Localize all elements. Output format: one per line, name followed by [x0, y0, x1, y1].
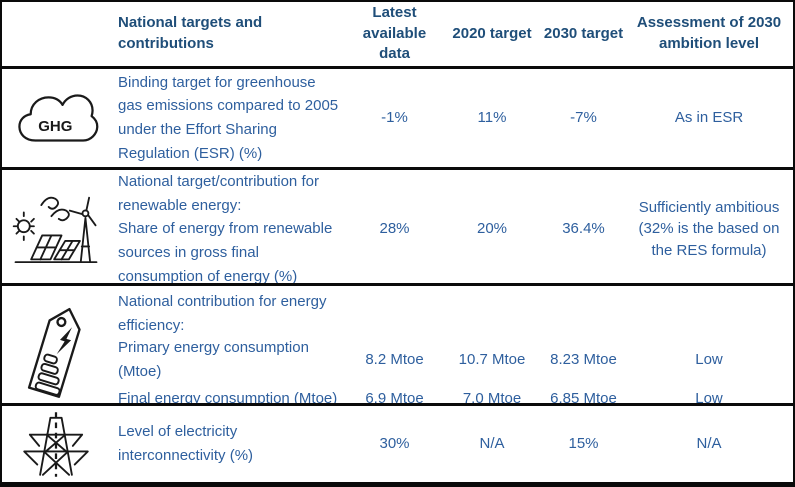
- renewable-energy-icon: [2, 170, 110, 288]
- latest-data-value: 8.2 Mtoe: [365, 350, 424, 368]
- target-2020-value: 11%: [477, 109, 507, 127]
- assessment-value: Low: [695, 350, 723, 368]
- assessment-value: As in ESR: [674, 109, 744, 127]
- header-2020-target: 2020 target: [452, 24, 532, 42]
- target-2030-value: 15%: [568, 435, 599, 453]
- svg-text:GHG: GHG: [38, 118, 72, 135]
- energy-efficiency-tag-icon: [2, 286, 110, 419]
- latest-data-value: -1%: [381, 109, 408, 127]
- sub-row-description: Primary energy consumption (Mtoe): [118, 339, 309, 380]
- row-description: National target/contribution for renewab…: [110, 170, 347, 288]
- header-latest-data: Latest available data: [362, 3, 427, 63]
- latest-data-value: 6.9 Mtoe: [365, 389, 424, 407]
- target-2030-value: 36.4%: [562, 220, 605, 238]
- assessment-value: N/A: [696, 435, 722, 453]
- target-2020-value: N/A: [479, 435, 505, 453]
- row-energy-efficiency: National contribution for energy efficie…: [2, 283, 793, 407]
- row-description: Level of electricity interconnectivity (…: [118, 423, 254, 464]
- row-electricity-interconnectivity: Level of electricity interconnectivity (…: [2, 403, 793, 482]
- row-renewable-energy: National target/contribution for renewab…: [2, 167, 793, 285]
- header-national-targets: National targets and contributions: [118, 14, 263, 52]
- target-2030-value: 6.85 Mtoe: [550, 389, 617, 407]
- latest-data-value: 28%: [379, 220, 410, 238]
- table-header-row: National targets and contributions Lates…: [2, 2, 793, 66]
- energy-efficiency-content: National contribution for energy efficie…: [110, 286, 793, 419]
- header-assessment: Assessment of 2030 ambition level: [636, 14, 782, 52]
- electricity-pylon-icon: [2, 406, 110, 482]
- row-title: National contribution for energy efficie…: [118, 293, 327, 334]
- target-2020-value: 20%: [476, 220, 508, 238]
- target-2030-value: -7%: [570, 109, 597, 127]
- assessment-value: Sufficiently ambitious (32% is the based…: [638, 198, 780, 260]
- description-line-1: National target/contribution for renewab…: [118, 173, 319, 214]
- row-description: Binding target for greenhouse gas emissi…: [118, 73, 339, 162]
- header-2030-target: 2030 target: [543, 24, 624, 42]
- target-2020-value: 7.0 Mtoe: [462, 389, 522, 407]
- target-2030-value: 8.23 Mtoe: [550, 350, 617, 368]
- description-line-2: Share of energy from renewable sources i…: [118, 220, 333, 285]
- ghg-cloud-icon: GHG: [2, 69, 110, 167]
- row-ghg-emissions: GHG Binding target for greenhouse gas em…: [2, 66, 793, 167]
- latest-data-value: 30%: [379, 435, 410, 453]
- assessment-value: Low: [695, 389, 723, 407]
- target-2020-value: 10.7 Mtoe: [458, 350, 526, 368]
- sub-row-description: Final energy consumption (Mtoe): [118, 389, 338, 407]
